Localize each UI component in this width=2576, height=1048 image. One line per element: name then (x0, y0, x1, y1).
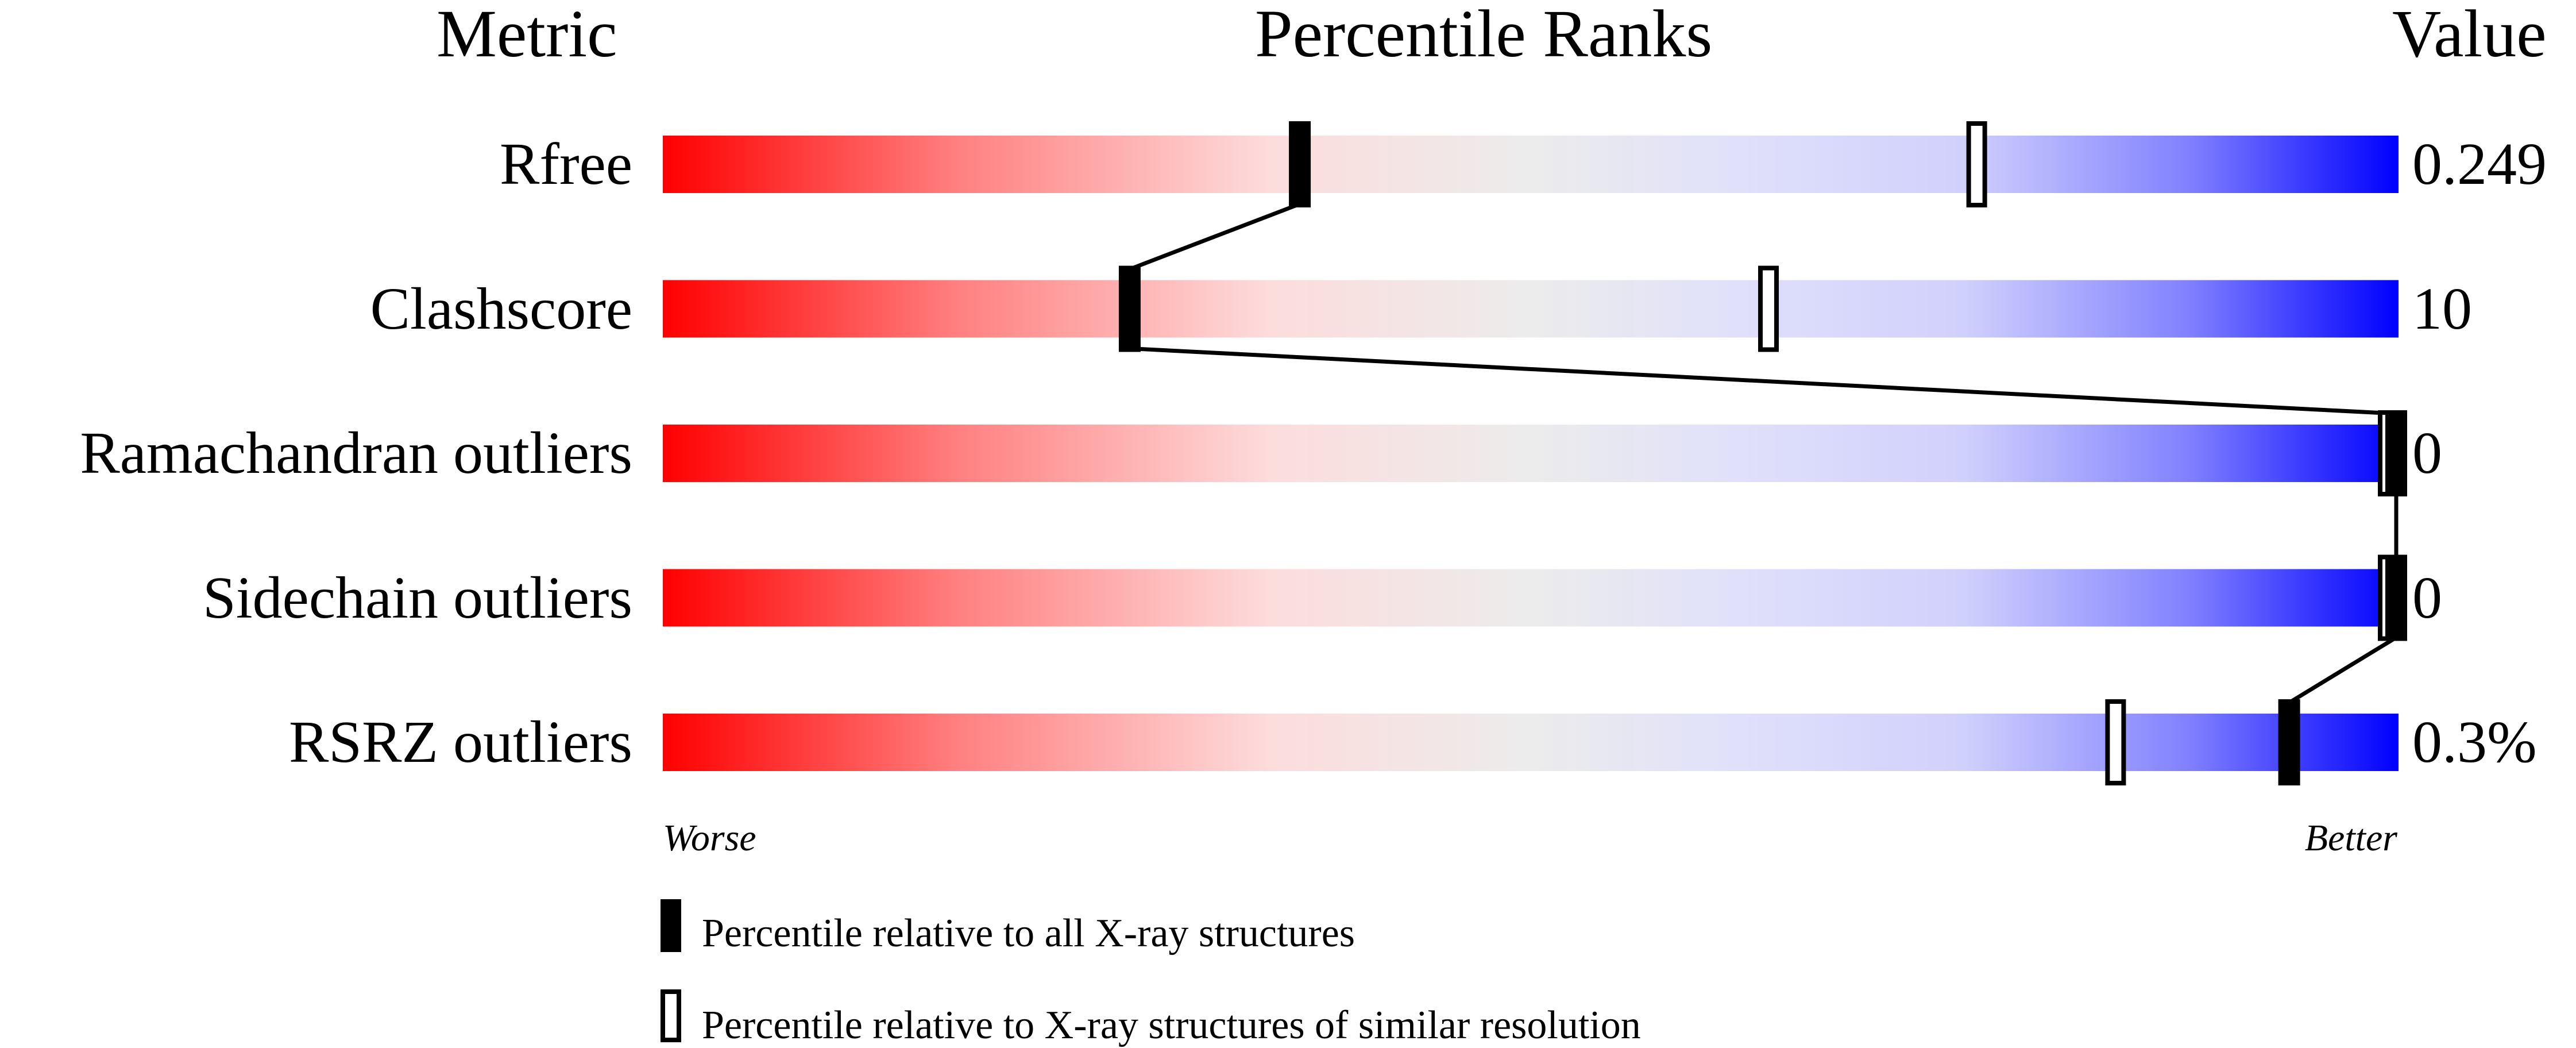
header-metric: Metric (437, 0, 617, 71)
metric-label: Ramachandran outliers (80, 420, 632, 486)
similar-resolution-marker (1966, 121, 1987, 207)
all-structures-marker (2385, 554, 2407, 641)
metric-value: 0.3% (2412, 709, 2537, 775)
header-value: Value (2392, 0, 2547, 71)
metric-value: 0.249 (2412, 131, 2547, 197)
axis-worse-label: Worse (663, 817, 756, 859)
metric-value: 0 (2412, 420, 2442, 486)
percentile-bar (663, 569, 2399, 627)
metric-label: Sidechain outliers (202, 564, 632, 631)
legend-open-marker (661, 989, 681, 1042)
metric-label: Clashscore (370, 275, 632, 342)
percentile-bar (663, 136, 2399, 193)
metric-label: Rfree (500, 131, 632, 197)
all-structures-marker (1118, 265, 1141, 352)
legend-all-label: Percentile relative to all X-ray structu… (702, 911, 1355, 955)
percentile-bar (663, 425, 2399, 482)
similar-resolution-marker (1758, 265, 1779, 352)
legend-similar-label: Percentile relative to X-ray structures … (702, 1003, 1641, 1047)
axis-better-label: Better (2304, 817, 2397, 859)
connector-line (1129, 202, 1301, 271)
connector-line (2288, 635, 2397, 704)
similar-resolution-marker (2105, 699, 2126, 785)
metric-value: 0 (2412, 564, 2442, 631)
metric-value: 10 (2412, 275, 2472, 342)
percentile-bar (663, 714, 2399, 771)
connector-line (1129, 346, 2397, 416)
all-structures-marker (2278, 699, 2300, 785)
header-percentile-ranks: Percentile Ranks (1255, 0, 1713, 71)
all-structures-marker (2385, 410, 2407, 496)
all-structures-marker (1289, 121, 1311, 207)
percentile-bar (663, 280, 2399, 338)
metric-label: RSRZ outliers (288, 709, 632, 775)
legend-filled-marker (661, 899, 681, 952)
